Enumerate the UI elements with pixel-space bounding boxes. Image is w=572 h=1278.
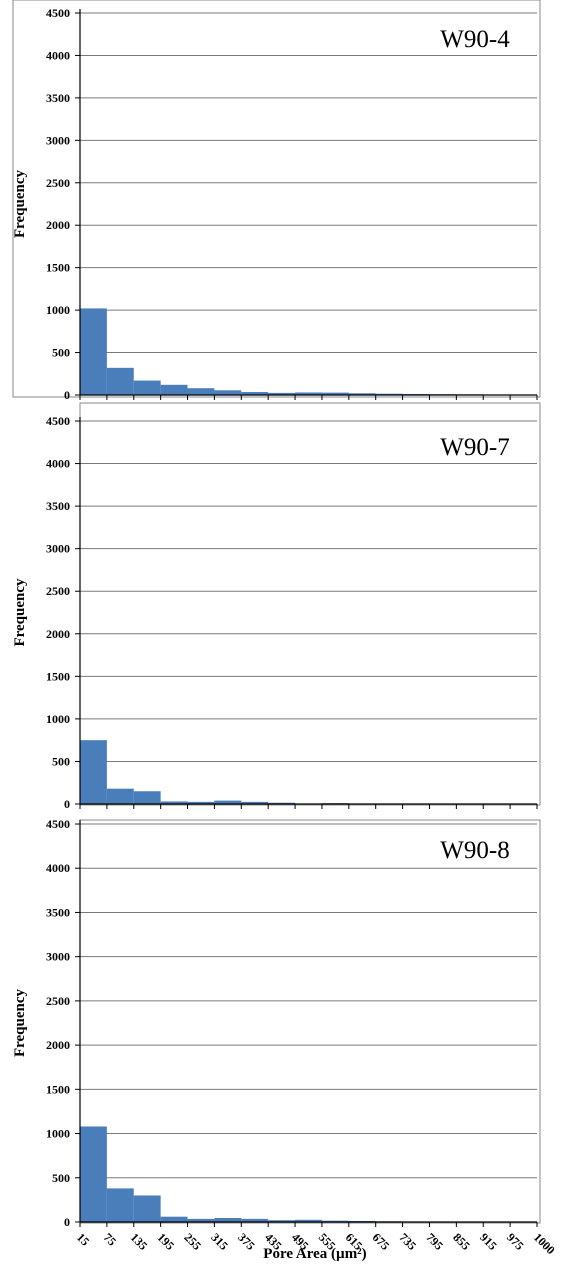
y-axis-label: Frequency — [12, 169, 28, 238]
histogram-bar — [375, 393, 403, 395]
x-tick-label: 1000 — [531, 1230, 558, 1257]
histogram-bar — [160, 384, 188, 395]
panel-title: W90-7 — [440, 434, 509, 461]
panel-border — [12, 0, 541, 398]
y-tick-label: 1000 — [46, 303, 70, 317]
y-tick-label: 2000 — [46, 1038, 70, 1052]
y-tick-label: 4500 — [46, 6, 70, 20]
y-tick-label: 4500 — [46, 817, 70, 831]
y-tick-label: 3000 — [46, 950, 70, 964]
y-tick-label: 4000 — [46, 861, 70, 875]
histogram-bar — [106, 788, 134, 804]
chart-panel-1: 0 500 1000 1500 2000 2500 3000 3500 4000 4500 W90-… — [12, 0, 541, 402]
histogram-bar — [187, 801, 215, 804]
histogram-bar — [133, 1195, 161, 1222]
y-tick-label: 3500 — [46, 905, 70, 919]
y-tick-label: 1000 — [46, 1127, 70, 1141]
y-tick-label: 1500 — [46, 1082, 70, 1096]
histogram-bar — [133, 380, 161, 395]
histogram-bar — [214, 390, 242, 395]
histogram-bar — [321, 1220, 349, 1222]
x-tick-label: 735 — [396, 1230, 419, 1253]
panel-title: W90-8 — [440, 837, 509, 864]
y-tick-label: 2500 — [46, 584, 70, 598]
histogram-bar — [268, 392, 296, 395]
y-tick-label: 4000 — [46, 457, 70, 471]
y-tick-label: 2500 — [46, 994, 70, 1008]
y-tick-label: 3000 — [46, 542, 70, 556]
histogram-bar — [295, 392, 322, 395]
histogram-bar — [160, 801, 188, 804]
histogram-bar — [214, 800, 242, 804]
histogram-bar — [80, 740, 107, 804]
y-tick-label: 500 — [52, 1171, 70, 1185]
y-tick-label: 4000 — [46, 48, 70, 62]
histogram-bar — [241, 392, 269, 395]
x-axis-label: Pore Area (µm²) — [263, 1246, 366, 1262]
histogram-bar — [106, 367, 134, 395]
panel-title: W90-4 — [440, 26, 510, 53]
y-axis-label: Frequency — [12, 578, 28, 647]
x-tick-label: 975 — [504, 1230, 527, 1253]
x-tick-label: 195 — [155, 1230, 178, 1253]
chart-panel-3: 0 500 1000 1500 2000 2500 3000 3500 4000 4500 W90-… — [12, 817, 558, 1257]
x-tick-label: 75 — [101, 1230, 119, 1248]
y-tick-label: 0 — [64, 388, 70, 402]
y-tick-label: 1000 — [46, 712, 70, 726]
chart-panel-2: 0 500 1000 1500 2000 2500 3000 3500 4000 4500 W90-… — [12, 402, 541, 811]
x-tick-label: 255 — [181, 1230, 204, 1253]
y-tick-label: 4500 — [46, 414, 70, 428]
y-tick-label: 3500 — [46, 499, 70, 513]
y-tick-label: 500 — [52, 754, 70, 768]
y-axis-label: Frequency — [12, 988, 28, 1057]
y-tick-label: 2000 — [46, 218, 70, 232]
x-tick-label: 15 — [74, 1230, 92, 1248]
histogram-bar — [241, 801, 269, 804]
histogram-bar — [268, 1220, 296, 1222]
x-tick-label: 135 — [128, 1230, 151, 1253]
y-tick-label: 500 — [52, 346, 70, 360]
histogram-bar — [214, 1218, 242, 1222]
x-tick-label: 855 — [450, 1230, 473, 1253]
histogram-bar — [295, 1219, 322, 1222]
y-tick-label: 3000 — [46, 133, 70, 147]
histogram-bar — [106, 1188, 134, 1222]
y-tick-label: 2500 — [46, 176, 70, 190]
histogram-bar — [321, 392, 349, 395]
histogram-bar — [348, 393, 376, 395]
y-tick-label: 1500 — [46, 261, 70, 275]
y-tick-label: 2000 — [46, 627, 70, 641]
x-tick-label: 375 — [235, 1230, 258, 1253]
x-tick-label: 915 — [477, 1230, 500, 1253]
y-tick-label: 3500 — [46, 91, 70, 105]
histogram-bar — [80, 308, 107, 395]
x-tick-label: 795 — [423, 1230, 446, 1253]
histogram-bar — [268, 802, 296, 804]
y-tick-label: 0 — [64, 797, 70, 811]
y-tick-label: 0 — [64, 1215, 70, 1229]
histogram-bar — [160, 1216, 188, 1222]
histogram-bar — [187, 1218, 215, 1222]
x-tick-label: 315 — [208, 1230, 231, 1253]
x-tick-label: 675 — [370, 1230, 393, 1253]
histogram-bar — [80, 1126, 107, 1222]
histogram-bar — [241, 1218, 269, 1222]
histogram-bar — [133, 791, 161, 804]
y-tick-label: 1500 — [46, 669, 70, 683]
histogram-bar — [187, 388, 215, 395]
panel-border — [79, 819, 541, 1224]
